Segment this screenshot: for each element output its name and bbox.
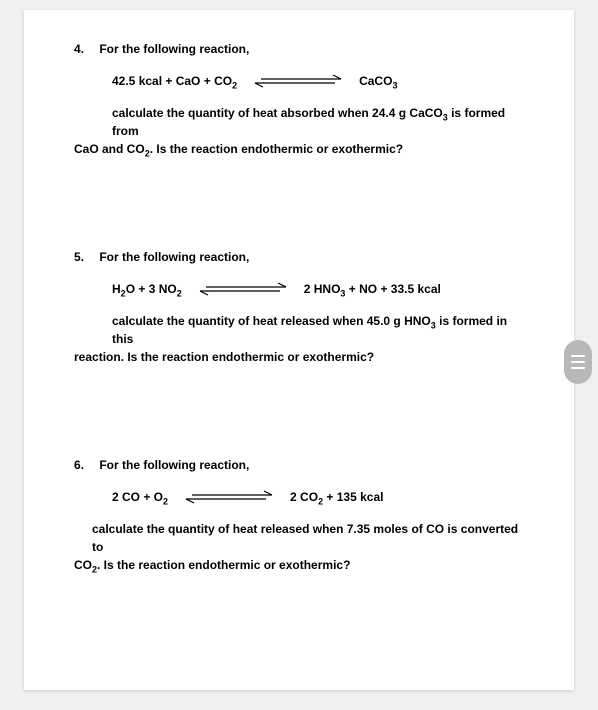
scroll-line	[571, 355, 585, 357]
equation: H2O + 3 NO2 2 HNO3 + NO + 33.5 kcal	[112, 280, 524, 298]
problem-prompt: 5. For the following reaction,	[74, 248, 524, 266]
scroll-line	[571, 367, 585, 369]
scroll-line	[571, 361, 585, 363]
equation-right: 2 HNO3 + NO + 33.5 kcal	[304, 280, 441, 298]
problem-number: 4.	[74, 40, 96, 58]
problem-5: 5. For the following reaction, H2O + 3 N…	[74, 248, 524, 366]
scroll-indicator-icon[interactable]	[564, 340, 592, 384]
problem-number: 5.	[74, 248, 96, 266]
question-text: calculate the quantity of heat released …	[74, 520, 524, 574]
problem-6: 6. For the following reaction, 2 CO + O2…	[74, 456, 524, 574]
equation-right: CaCO3	[359, 72, 397, 90]
question-text: calculate the quantity of heat released …	[74, 312, 524, 366]
equation: 42.5 kcal + CaO + CO2 CaCO3	[112, 72, 524, 90]
problem-number: 6.	[74, 456, 96, 474]
equation-left: 42.5 kcal + CaO + CO2	[112, 72, 237, 90]
prompt-text: For the following reaction,	[99, 458, 249, 472]
problem-prompt: 6. For the following reaction,	[74, 456, 524, 474]
question-text: calculate the quantity of heat absorbed …	[74, 104, 524, 158]
prompt-text: For the following reaction,	[99, 42, 249, 56]
equilibrium-arrow-icon	[253, 74, 343, 88]
equation-right: 2 CO2 + 135 kcal	[290, 488, 383, 506]
problem-4: 4. For the following reaction, 42.5 kcal…	[74, 40, 524, 158]
document-page: 4. For the following reaction, 42.5 kcal…	[24, 10, 574, 690]
equation-left: H2O + 3 NO2	[112, 280, 182, 298]
equilibrium-arrow-icon	[184, 490, 274, 504]
equation: 2 CO + O2 2 CO2 + 135 kcal	[112, 488, 524, 506]
equation-left: 2 CO + O2	[112, 488, 168, 506]
problem-prompt: 4. For the following reaction,	[74, 40, 524, 58]
equilibrium-arrow-icon	[198, 282, 288, 296]
prompt-text: For the following reaction,	[99, 250, 249, 264]
